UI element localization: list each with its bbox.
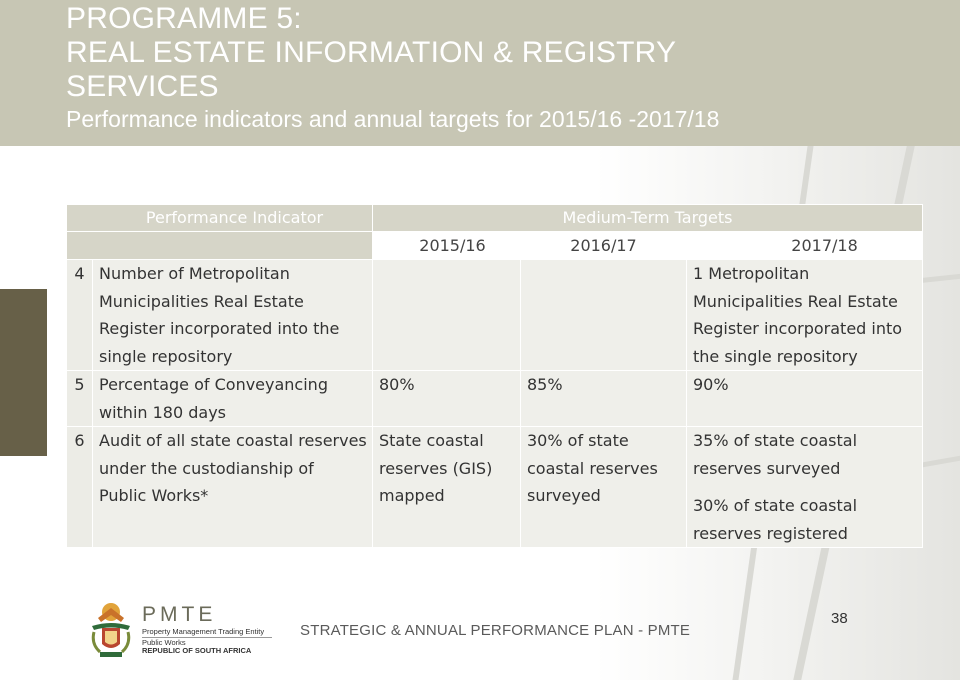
side-accent-block: [0, 289, 47, 456]
target-2016-cell: 30% of state coastal reserves surveyed: [520, 426, 687, 548]
logo-organization-lines: Property Management Trading Entity Publi…: [142, 628, 272, 655]
indicator-column-header: Performance Indicator: [66, 204, 373, 232]
logo-line-country: REPUBLIC OF SOUTH AFRICA: [142, 646, 252, 655]
target-2015-cell: 80%: [372, 370, 521, 427]
coat-of-arms-logo: [91, 603, 131, 657]
logo-line-entity: Property Management Trading Entity: [142, 627, 265, 636]
year-header-2016: 2016/17: [520, 231, 687, 260]
header-band: PROGRAMME 5: REAL ESTATE INFORMATION & R…: [0, 0, 960, 146]
indicator-cell: Audit of all state coastal reserves unde…: [92, 426, 373, 548]
page-title-line-1: PROGRAMME 5:: [66, 2, 302, 35]
logo-wordmark: PMTE: [142, 603, 217, 626]
target-2016-cell: 85%: [520, 370, 687, 427]
row-number: 4: [66, 259, 93, 371]
row-number: 5: [66, 370, 93, 427]
year-header-2017: 2017/18: [685, 231, 924, 260]
year-header-2015: 2015/16: [372, 231, 521, 260]
table-year-row: 2015/16 2016/17 2017/18: [66, 231, 924, 260]
target-2015-cell: [372, 259, 521, 371]
logo-line-department: Public Works: [142, 638, 186, 647]
footer-plan-title: STRATEGIC & ANNUAL PERFORMANCE PLAN - PM…: [300, 622, 691, 639]
target-2017-cell: 35% of state coastal reserves surveyed 3…: [685, 426, 924, 548]
table-header-row: Performance Indicator Medium-Term Target…: [66, 204, 924, 232]
targets-column-header: Medium-Term Targets: [371, 204, 924, 232]
page-title-line-2: REAL ESTATE INFORMATION & REGISTRY: [66, 36, 677, 69]
blank-header-cell: [66, 231, 373, 260]
target-2015-cell: State coastal reserves (GIS) mapped: [372, 426, 521, 548]
indicator-cell: Number of Metropolitan Municipalities Re…: [92, 259, 373, 371]
row-number: 6: [66, 426, 93, 548]
target-2017-cell: 90%: [685, 370, 924, 427]
indicator-cell: Percentage of Conveyancing within 180 da…: [92, 370, 373, 427]
page-subtitle: Performance indicators and annual target…: [66, 106, 720, 132]
performance-indicators-table: Performance Indicator Medium-Term Target…: [66, 204, 924, 548]
table-row: 5 Percentage of Conveyancing within 180 …: [66, 370, 924, 427]
page-number: 38: [831, 610, 848, 627]
table-row: 4 Number of Metropolitan Municipalities …: [66, 259, 924, 371]
page-title-line-3: SERVICES: [66, 70, 219, 103]
target-2016-cell: [520, 259, 687, 371]
target-2017-cell: 1 Metropolitan Municipalities Real Estat…: [685, 259, 924, 371]
table-row: 6 Audit of all state coastal reserves un…: [66, 426, 924, 548]
